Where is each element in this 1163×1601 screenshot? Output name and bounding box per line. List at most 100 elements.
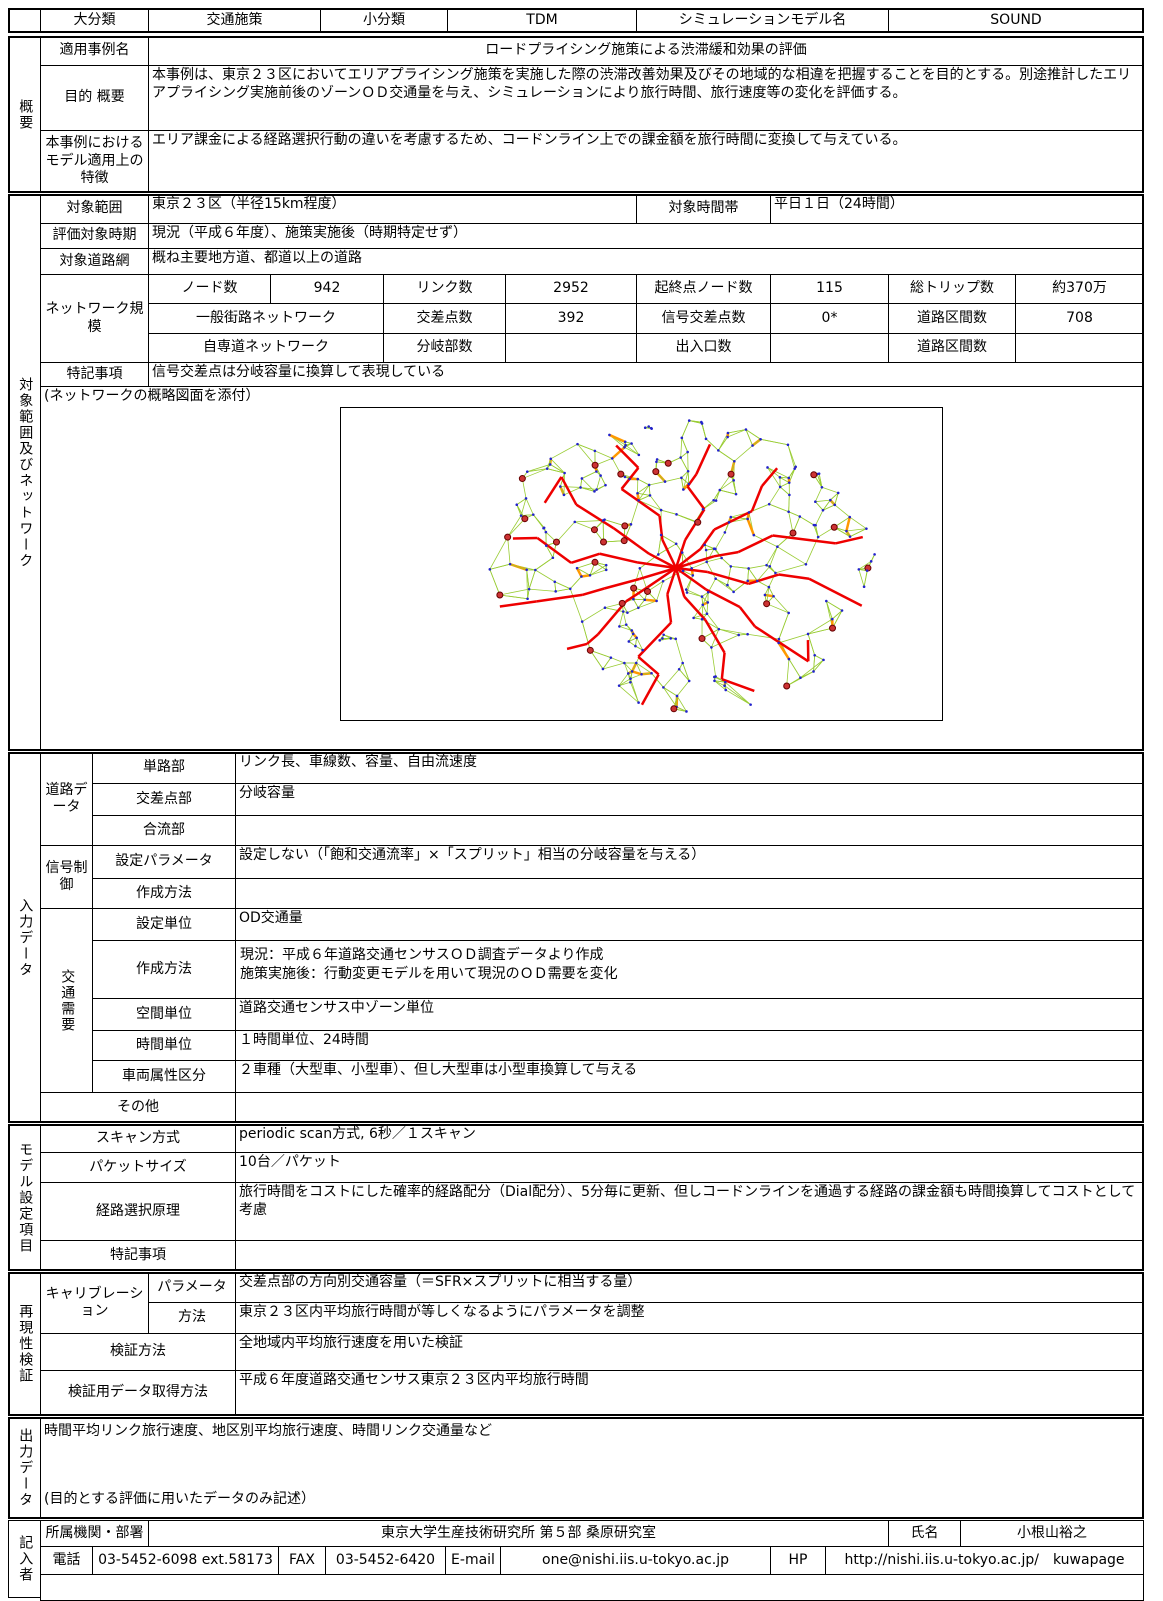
map-node [764, 601, 770, 607]
map-node [505, 534, 511, 540]
map-node [637, 499, 640, 502]
map-node [532, 513, 535, 516]
map-link [587, 634, 598, 644]
cell: 0* [770, 303, 889, 334]
map-node [497, 592, 503, 598]
map-link [722, 653, 725, 679]
map-node [640, 673, 643, 676]
map-node [594, 450, 597, 453]
map-node [720, 557, 723, 560]
label: 時間単位 [92, 1030, 236, 1061]
map-node [629, 681, 632, 684]
map-link [638, 485, 650, 493]
map-node [777, 642, 780, 645]
network-map [340, 407, 943, 721]
map-node [525, 568, 528, 571]
section-label: モデル設定項目 [8, 1124, 41, 1271]
map-link [779, 613, 789, 639]
map-node [543, 526, 546, 529]
map-node [794, 465, 797, 468]
map-link [727, 566, 730, 585]
map-link [638, 623, 671, 657]
map-node [563, 472, 566, 475]
cell [235, 1240, 1144, 1271]
map-link [545, 477, 562, 503]
cell: 自専道ネットワーク [148, 333, 384, 363]
map-link [800, 517, 814, 525]
map-link [627, 608, 638, 613]
map-node [657, 553, 660, 556]
map-node [751, 444, 754, 447]
map-node [724, 689, 727, 692]
map-node [774, 572, 777, 575]
map-link [814, 655, 815, 671]
map-link [715, 532, 724, 549]
label: 交差点部 [92, 783, 236, 816]
map-node [858, 568, 861, 571]
map-node [845, 530, 848, 533]
map-node [676, 695, 679, 698]
map-node [625, 623, 628, 626]
map-node [733, 460, 736, 463]
map-node [701, 603, 704, 606]
map-node [714, 577, 717, 580]
map-node [621, 538, 627, 544]
map-link [822, 487, 838, 493]
value: periodic scan方式, 6秒／１スキャン [235, 1124, 1144, 1153]
map-node [837, 492, 840, 495]
map-node [623, 662, 626, 665]
map-link [808, 619, 832, 634]
label: 特記事項 [40, 1240, 236, 1271]
map-link [767, 604, 789, 613]
value: 分岐容量 [235, 783, 1144, 816]
cell [505, 333, 637, 363]
map-node [830, 625, 836, 631]
map-link [718, 450, 734, 461]
cell [8, 8, 41, 33]
map-link [500, 595, 528, 599]
map-link [718, 437, 727, 450]
map-node [776, 545, 779, 548]
map-link [510, 564, 527, 570]
map-node [679, 456, 682, 459]
section-label: 概要 [8, 36, 41, 193]
map-link [500, 589, 529, 595]
map-link [619, 679, 630, 686]
value: 信号交差点は分岐容量に換算して表現している [148, 362, 1144, 387]
label: 目的 概要 [40, 65, 149, 131]
map-link [769, 504, 788, 512]
map-node [788, 494, 791, 497]
map-link [734, 446, 752, 462]
label: 特記事項 [40, 362, 149, 387]
map-node [662, 580, 665, 583]
map-link [508, 537, 510, 564]
map-node [813, 654, 816, 657]
map-node [685, 588, 688, 591]
map-node [630, 523, 633, 526]
map-node [713, 680, 716, 683]
map-node [525, 497, 528, 500]
cell: 942 [270, 274, 384, 304]
map-node [732, 479, 735, 482]
map-node [695, 519, 701, 525]
map-link [600, 554, 637, 563]
label: 対象範囲 [40, 194, 149, 224]
map-node [779, 476, 782, 479]
map-node [817, 536, 820, 539]
map-node [746, 633, 749, 636]
map-node [735, 493, 738, 496]
map-node [821, 486, 824, 489]
map-node [649, 494, 652, 497]
map-link [529, 570, 535, 589]
map-node [631, 670, 634, 673]
map-link [642, 674, 659, 704]
map-node [618, 625, 621, 628]
map-node [702, 508, 705, 511]
value: 小根山裕之 [960, 1520, 1144, 1547]
map-node [745, 428, 748, 431]
map-link [761, 439, 788, 445]
map-link [537, 595, 582, 602]
map-node [573, 521, 576, 524]
map-link [789, 495, 790, 512]
map-link [748, 568, 749, 580]
